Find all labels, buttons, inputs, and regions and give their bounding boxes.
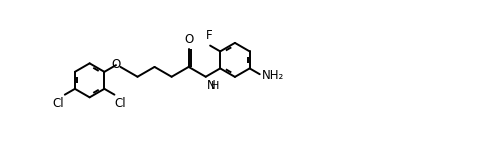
Text: O: O bbox=[184, 33, 193, 46]
Text: NH₂: NH₂ bbox=[262, 69, 284, 82]
Text: N: N bbox=[206, 79, 215, 91]
Text: Cl: Cl bbox=[53, 97, 64, 110]
Text: O: O bbox=[112, 58, 121, 71]
Text: H: H bbox=[211, 81, 220, 91]
Text: Cl: Cl bbox=[115, 97, 126, 110]
Text: F: F bbox=[206, 29, 213, 43]
